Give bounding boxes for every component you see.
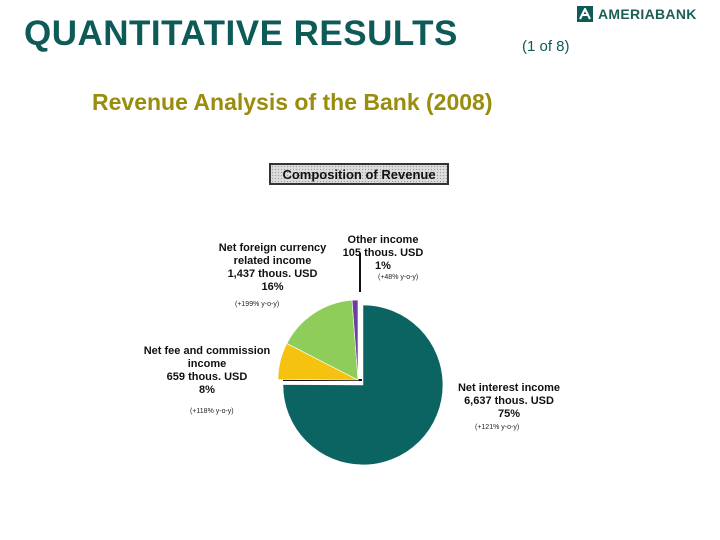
page-indicator: (1 of 8) [522,38,570,55]
label-percent: 16% [261,281,284,293]
label-foreign-currency: Net foreign currency related income 1,43… [205,242,340,294]
label-value: 105 thous. USD [342,247,424,259]
label-value: 1,437 thous. USD [227,268,318,280]
label-other-income: Other income 105 thous. USD 1% [338,234,428,273]
slice-other-income [351,299,359,381]
logo-text: AMERIABANK [598,6,697,22]
label-percent: 1% [375,260,391,272]
slice-foreign-currency [286,299,359,381]
label-net-interest: Net interest income 6,637 thous. USD 75% [454,382,564,421]
label-yoy: (+121% y-o-y) [475,424,520,431]
label-value: 659 thous. USD [166,371,248,383]
label-percent: 75% [497,408,521,420]
ameriabank-logo: AMERIABANK [577,5,703,23]
label-yoy: (+48% y-o-y) [378,274,419,281]
label-name: Net foreign currency [218,242,327,254]
label-yoy: (+118% y-o-y) [190,408,234,415]
chart-title: Composition of Revenue [269,163,449,185]
slice-net-interest [282,304,444,466]
label-value: 6,637 thous. USD [464,395,554,407]
label-name-cont: income [187,358,227,370]
label-name-cont: related income [233,255,312,267]
slide-title: QUANTITATIVE RESULTS [24,14,458,53]
label-percent: 8% [199,384,215,396]
subtitle: Revenue Analysis of the Bank (2008) [92,89,493,115]
label-name: Net fee and commission [143,345,271,357]
label-fee-commission: Net fee and commission income 659 thous.… [137,345,277,397]
logo-mark-icon [577,6,593,22]
label-yoy: (+199% y-o-y) [235,301,280,308]
label-name: Other income [347,234,419,246]
label-name: Net interest income [457,382,561,394]
